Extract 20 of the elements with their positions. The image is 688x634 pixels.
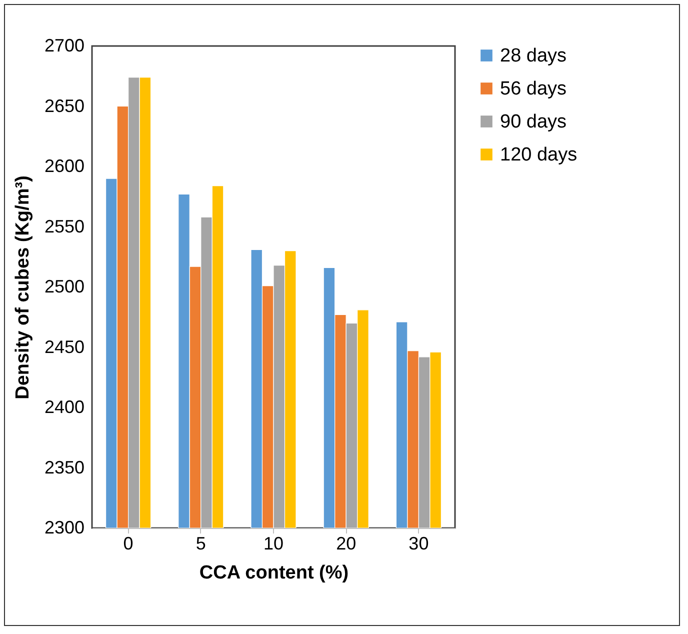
- x-tick-label: 5: [196, 534, 206, 554]
- y-tick-label: 2300: [44, 518, 84, 538]
- x-tick-label: 0: [123, 534, 134, 554]
- x-tick-label: 20: [336, 534, 356, 554]
- y-tick-label: 2700: [44, 36, 84, 56]
- y-tick-label: 2350: [44, 457, 84, 478]
- y-axis-title: Density of cubes (Kg/m³): [12, 176, 34, 400]
- legend-label: 28 days: [500, 46, 567, 66]
- x-tick-label: 30: [408, 534, 429, 554]
- y-tick-label: 2500: [44, 276, 84, 296]
- y-tick-label: 2600: [44, 156, 84, 176]
- y-tick-label: 2550: [44, 216, 84, 236]
- legend-label: 120 days: [500, 144, 578, 166]
- legend-label: 56 days: [500, 78, 567, 100]
- y-tick-label: 2400: [44, 397, 84, 417]
- y-tick-label: 2650: [44, 96, 84, 116]
- x-axis-title: CCA content (%): [199, 562, 349, 584]
- x-tick-label: 10: [263, 534, 284, 554]
- y-tick-label: 2450: [44, 336, 84, 357]
- legend-label: 90 days: [500, 112, 567, 132]
